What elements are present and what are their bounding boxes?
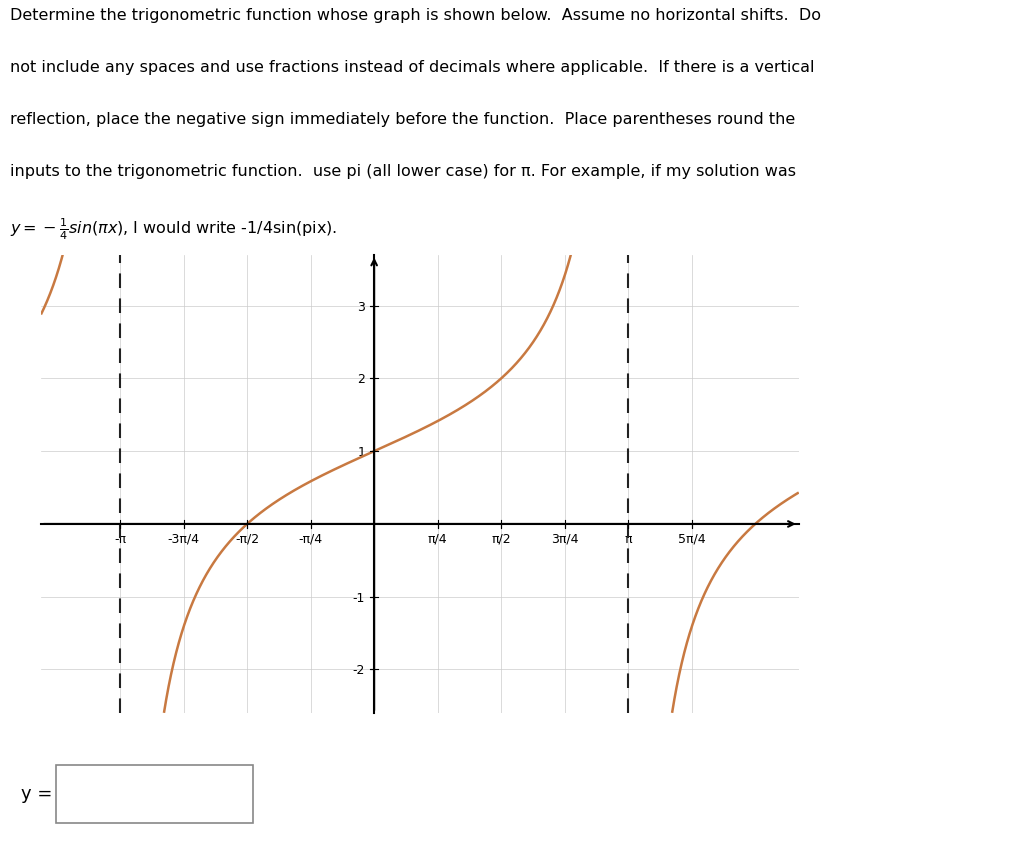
Text: not include any spaces and use fractions instead of decimals where applicable.  : not include any spaces and use fractions… bbox=[10, 60, 815, 76]
Text: inputs to the trigonometric function.  use pi (all lower case) for π. For exampl: inputs to the trigonometric function. us… bbox=[10, 164, 797, 179]
FancyBboxPatch shape bbox=[55, 765, 253, 823]
Text: y =: y = bbox=[20, 784, 52, 803]
Text: $y = -\frac{1}{4}sin(\pi x)$, I would write -1/4sin(pix).: $y = -\frac{1}{4}sin(\pi x)$, I would wr… bbox=[10, 216, 337, 242]
Text: Determine the trigonometric function whose graph is shown below.  Assume no hori: Determine the trigonometric function who… bbox=[10, 8, 821, 24]
Text: reflection, place the negative sign immediately before the function.  Place pare: reflection, place the negative sign imme… bbox=[10, 112, 796, 127]
